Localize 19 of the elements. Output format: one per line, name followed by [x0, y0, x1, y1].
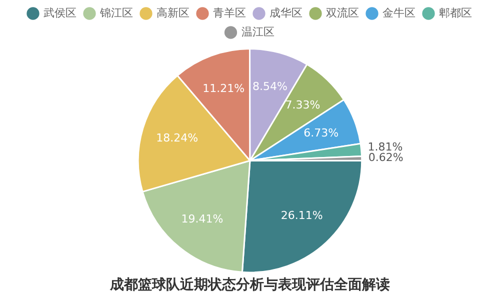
data-label: 7.33% [285, 98, 320, 112]
data-label: 18.24% [156, 132, 198, 145]
legend-label: 武侯区 [44, 6, 76, 20]
legend-label: 金牛区 [382, 6, 416, 20]
data-label: 1.81% [368, 140, 403, 154]
data-label: 8.54% [252, 80, 288, 94]
legend-label: 锦江区 [99, 6, 133, 20]
legend-label: 温江区 [241, 25, 274, 38]
legend-label: 郫都区 [439, 6, 472, 20]
legend-label: 高新区 [156, 6, 190, 20]
data-label: 6.73% [304, 126, 339, 140]
legend-label: 成华区 [270, 6, 302, 20]
legend-label: 双流区 [326, 6, 359, 20]
data-label: 19.41% [181, 212, 224, 226]
data-label: 11.21% [202, 82, 245, 96]
legend-label: 青羊区 [213, 6, 246, 20]
text: 成都篮球队近期状态分析与表现评估全面解读 [109, 276, 390, 294]
data-label: 26.11% [280, 209, 323, 222]
data-label: 0.62% [368, 150, 404, 164]
